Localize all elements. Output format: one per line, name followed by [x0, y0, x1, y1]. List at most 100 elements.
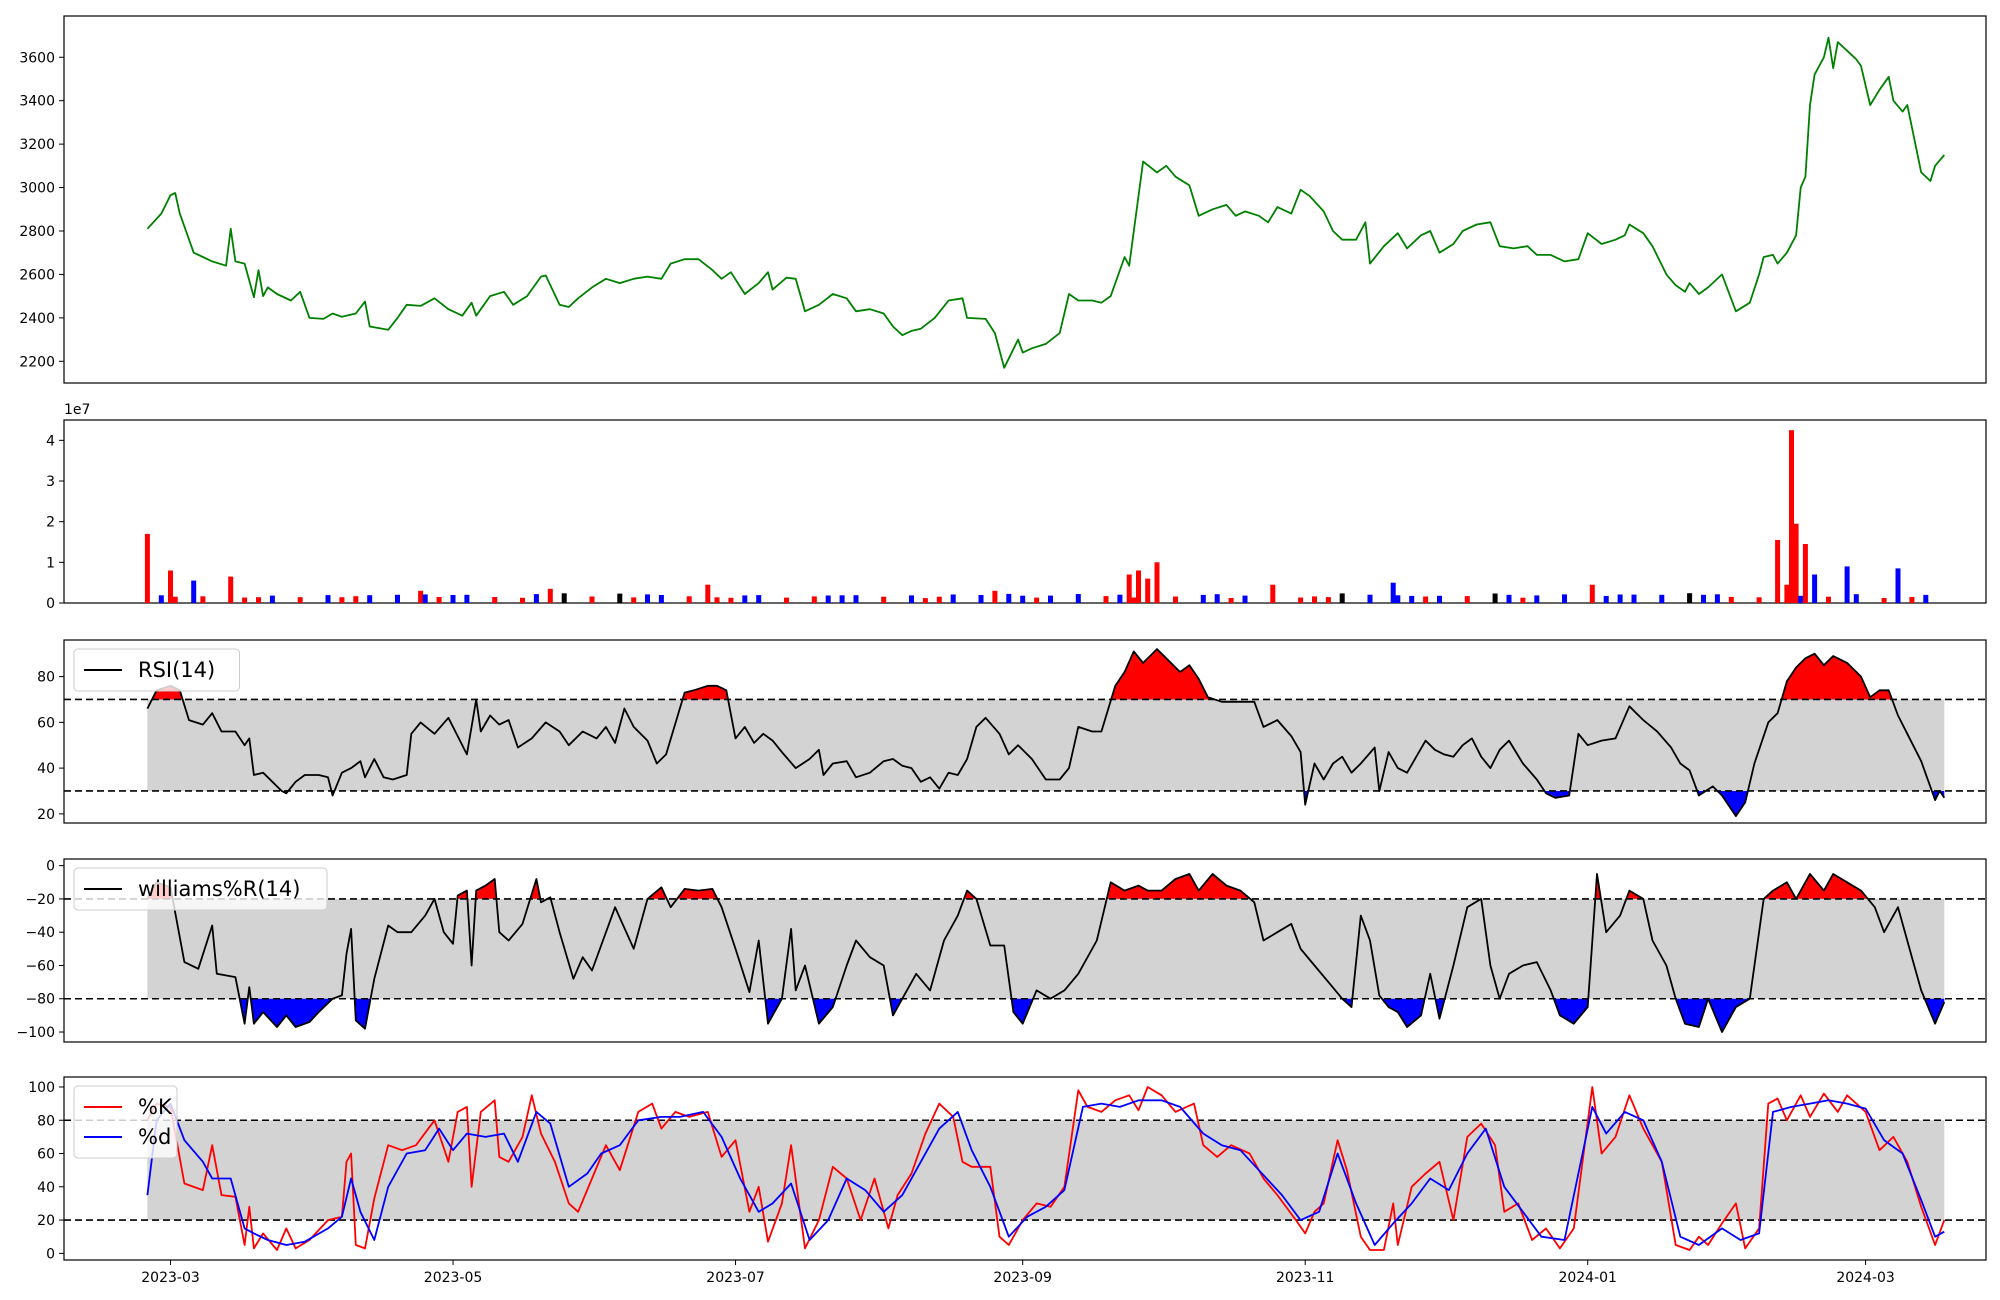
- y-tick-label: 80: [37, 1113, 55, 1129]
- y-tick-label: 40: [37, 1180, 55, 1196]
- volume-bar: [658, 595, 664, 603]
- volume-bar: [1784, 584, 1790, 603]
- volume-bar: [1200, 594, 1206, 603]
- volume-bar: [686, 596, 692, 603]
- y-tick-label: 3200: [19, 137, 55, 153]
- volume-bar: [1339, 593, 1345, 603]
- y-tick-label: 0: [46, 1246, 55, 1262]
- oversold-fill: [1553, 998, 1589, 1024]
- panel-frame: [63, 1076, 1987, 1261]
- y-tick-label: −100: [17, 1025, 55, 1041]
- y-tick-label: 2800: [19, 224, 55, 240]
- y-tick-label: 0: [46, 859, 55, 875]
- volume-bar: [1145, 578, 1151, 603]
- x-tick-label: 2023-09: [993, 1270, 1052, 1286]
- volume-bar: [269, 595, 275, 603]
- volume-bar: [1270, 584, 1276, 603]
- volume-bar: [1492, 593, 1498, 603]
- x-tick-label: 2023-11: [1276, 1270, 1335, 1286]
- x-tick-label: 2023-07: [706, 1270, 765, 1286]
- volume-bar: [936, 596, 942, 603]
- volume-bar: [1756, 597, 1762, 603]
- volume-bar: [617, 593, 623, 603]
- volume-bar: [256, 597, 261, 603]
- y-tick-label: 60: [37, 715, 55, 731]
- volume-bar: [1214, 594, 1220, 603]
- volume-bar: [811, 596, 817, 603]
- y-tick-label: 20: [37, 1213, 55, 1229]
- y-tick-label: 100: [28, 1080, 55, 1096]
- volume-bar: [1617, 594, 1623, 603]
- x-tick-label: 2024-01: [1558, 1270, 1617, 1286]
- volume-bar: [1844, 566, 1850, 603]
- volume-bar: [909, 595, 914, 603]
- legend-box: [73, 1085, 178, 1159]
- volume-bar: [1659, 594, 1665, 603]
- panel-4-axes: 0 −20 −40 −60 −80 −100: [17, 858, 1987, 1043]
- volume-bar: [297, 597, 303, 603]
- volume-bar: [1789, 430, 1794, 603]
- volume-bar: [1798, 595, 1804, 603]
- volume-bar: [1409, 595, 1415, 603]
- volume-bar: [1131, 597, 1137, 603]
- y-tick-label: 60: [37, 1147, 55, 1163]
- overbought-fill: [1763, 882, 1797, 899]
- oversold-fill: [1717, 791, 1748, 817]
- y-tick-label: −40: [25, 925, 55, 941]
- panel-frame: [63, 15, 1987, 384]
- oversold-fill: [354, 998, 371, 1029]
- series-line-0: [146, 873, 1946, 1033]
- volume-bar: [1048, 595, 1053, 603]
- volume-bar: [547, 588, 553, 603]
- volume-bar: [1687, 593, 1693, 603]
- volume-bar: [1312, 596, 1317, 603]
- legend-box: [73, 867, 328, 911]
- volume-bar: [436, 597, 442, 603]
- overbought-fill: [682, 685, 728, 700]
- legend-label: %d: [138, 1125, 171, 1149]
- oversold-fill: [813, 998, 836, 1024]
- y-tick-label: 3000: [19, 181, 55, 197]
- volume-bar: [1802, 544, 1808, 603]
- volume-bar: [1228, 598, 1234, 603]
- legend-label: %K: [138, 1095, 173, 1119]
- volume-bar: [1603, 595, 1609, 603]
- volume-bar: [1562, 594, 1567, 603]
- legend: RSI(14): [73, 648, 240, 692]
- series-line-0: [146, 648, 1946, 817]
- volume-bar: [1136, 570, 1141, 603]
- y-tick-label: 20: [37, 807, 55, 823]
- oversold-fill: [1435, 998, 1445, 1019]
- panel-frame: [63, 419, 1987, 604]
- panel-1-axes: 2200 2400 2600 2800 3000 3200 3400 3600: [19, 15, 1987, 384]
- series-line-1: [146, 1099, 1945, 1246]
- neutral-band: [147, 699, 1945, 791]
- legend: williams%R(14): [73, 867, 328, 911]
- volume-bar: [714, 597, 720, 603]
- volume-bar: [1520, 597, 1526, 603]
- volume-bar: [950, 594, 956, 603]
- overbought-fill: [1111, 649, 1215, 700]
- volume-bar: [1117, 594, 1123, 603]
- panel-frame: [63, 858, 1987, 1043]
- panel-5-axes: 0 20 40 60 80 100 2023-03 2023-05 2023-07 2023-09…: [28, 1076, 1987, 1286]
- volume-bars: [144, 430, 1929, 603]
- volume-bar: [742, 595, 748, 603]
- volume-bar: [631, 597, 637, 603]
- y-tick-label: 1: [46, 555, 55, 571]
- volume-bar: [1173, 596, 1178, 603]
- volume-bar: [1006, 593, 1012, 603]
- volume-bar: [881, 596, 887, 603]
- x-tick-label: 2023-03: [141, 1270, 200, 1286]
- volume-bar: [520, 597, 525, 603]
- volume-bar: [1126, 574, 1132, 603]
- neutral-band: [147, 898, 1945, 999]
- panel-3-axes: 20 40 60 80: [37, 639, 1987, 824]
- volume-bar: [418, 590, 424, 603]
- legend-label: williams%R(14): [138, 877, 300, 901]
- volume-bar: [1923, 594, 1929, 603]
- volume-bar: [200, 596, 206, 603]
- volume-bar: [1075, 594, 1081, 603]
- volume-bar: [1034, 597, 1040, 603]
- y-tick-label: −20: [25, 892, 55, 908]
